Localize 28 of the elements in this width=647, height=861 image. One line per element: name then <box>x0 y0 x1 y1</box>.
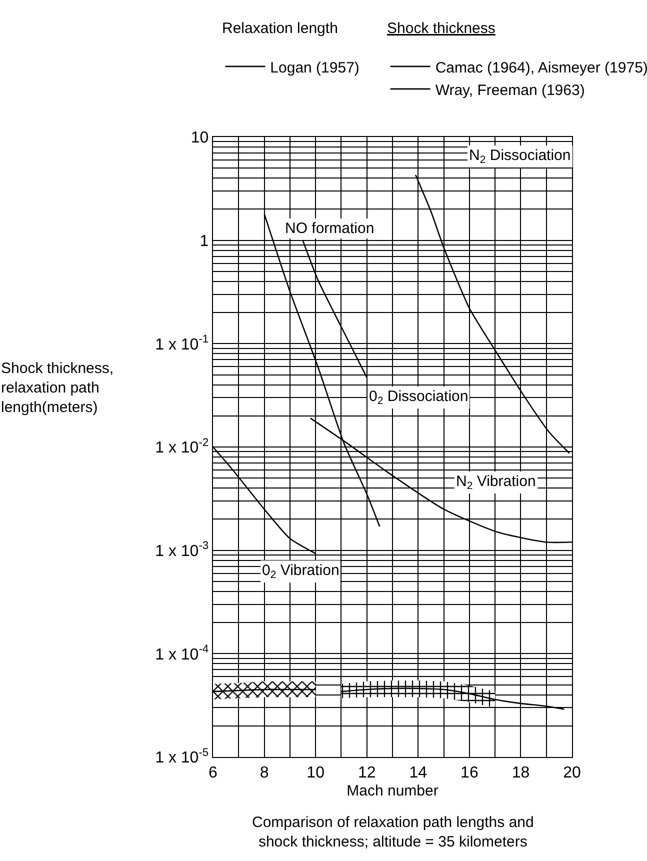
text: Shock thickness <box>387 20 496 37</box>
x-tick-label: 6 <box>208 764 218 782</box>
y-tick-label: 1 x 10$^{-5}$ <box>155 746 209 767</box>
y-tick-label: 1 x 10$^{-3}$ <box>155 540 209 560</box>
y-tick-label: 1 <box>200 232 209 250</box>
x-tick-label: 16 <box>460 764 478 782</box>
x-tick-label: 10 <box>306 764 325 782</box>
y-axis-title: Shock thickness, relaxation path length(meters) <box>1 360 114 416</box>
text: Comparison of relaxation path lengths and shock thickness; altitude = 35 kilometers <box>252 814 534 850</box>
x-tick-label: 14 <box>409 764 428 782</box>
annotation: 0$_{2}$ Dissociation <box>369 388 468 408</box>
y-tick-label: 1 x 10$^{-4}$ <box>155 644 209 664</box>
annotation: N$_{2}$ Dissociation <box>469 147 571 166</box>
y-tick-label: 1 x 10$^{-1}$ <box>155 334 209 354</box>
x-axis-title: Mach number <box>346 782 438 800</box>
x-tick-label: 12 <box>358 764 376 782</box>
annotation: NO formation <box>285 220 374 237</box>
annotation: N$_{2}$ Vibration <box>456 473 536 492</box>
legend-label: Logan (1957) <box>270 59 360 76</box>
y-tick-label: 10 <box>190 130 209 147</box>
legend-label: Camac (1964), Aismeyer (1975) <box>435 59 647 76</box>
text: Relaxation length <box>222 20 338 37</box>
y-tick-label: 1 x 10$^{-2}$ <box>155 436 209 457</box>
x-tick-label: 18 <box>512 764 530 782</box>
x-tick-label: 20 <box>563 764 581 782</box>
legend-label: Wray, Freeman (1963) <box>435 82 585 99</box>
annotation: 0$_{2}$ Vibration <box>262 562 340 582</box>
x-tick-label: 8 <box>260 764 269 782</box>
